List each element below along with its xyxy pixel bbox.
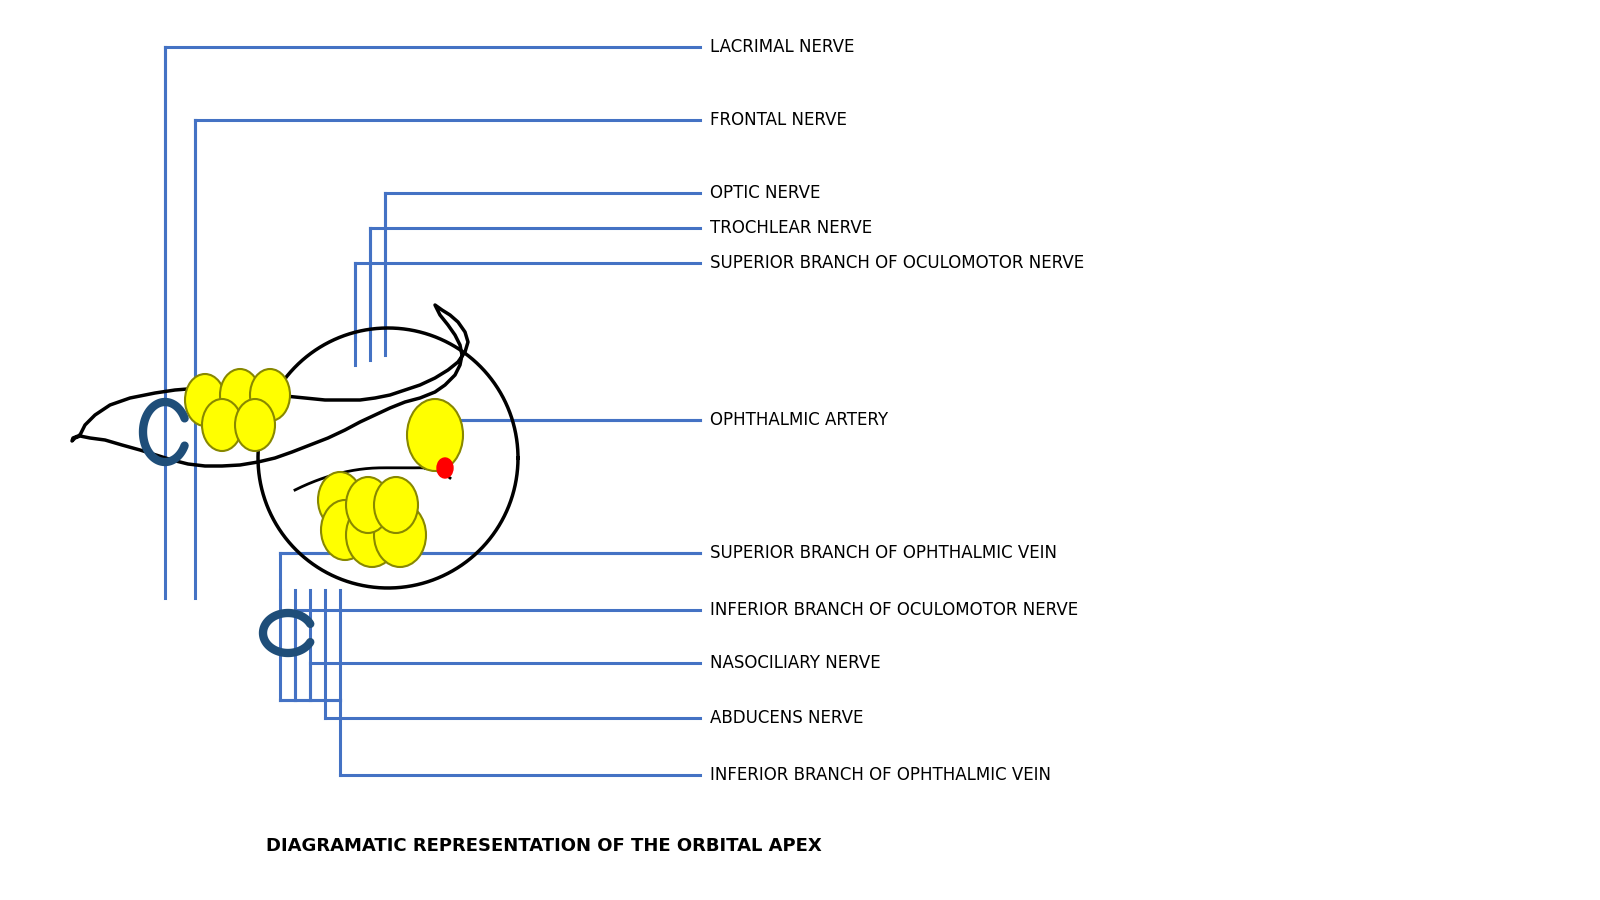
Text: NASOCILIARY NERVE: NASOCILIARY NERVE [710, 654, 880, 672]
Text: DIAGRAMATIC REPRESENTATION OF THE ORBITAL APEX: DIAGRAMATIC REPRESENTATION OF THE ORBITA… [266, 837, 822, 855]
Text: OPHTHALMIC ARTERY: OPHTHALMIC ARTERY [710, 411, 888, 429]
Ellipse shape [322, 500, 370, 560]
Text: SUPERIOR BRANCH OF OCULOMOTOR NERVE: SUPERIOR BRANCH OF OCULOMOTOR NERVE [710, 254, 1085, 272]
Ellipse shape [346, 477, 390, 533]
Ellipse shape [221, 369, 259, 421]
Ellipse shape [250, 369, 290, 421]
Ellipse shape [318, 472, 362, 528]
Text: SUPERIOR BRANCH OF OPHTHALMIC VEIN: SUPERIOR BRANCH OF OPHTHALMIC VEIN [710, 544, 1058, 562]
Ellipse shape [186, 374, 226, 426]
Text: FRONTAL NERVE: FRONTAL NERVE [710, 111, 846, 129]
Ellipse shape [374, 477, 418, 533]
Ellipse shape [346, 503, 398, 567]
Text: OPTIC NERVE: OPTIC NERVE [710, 184, 821, 202]
Text: TROCHLEAR NERVE: TROCHLEAR NERVE [710, 219, 872, 237]
Ellipse shape [437, 458, 453, 478]
Ellipse shape [374, 503, 426, 567]
Text: INFERIOR BRANCH OF OCULOMOTOR NERVE: INFERIOR BRANCH OF OCULOMOTOR NERVE [710, 601, 1078, 619]
Text: INFERIOR BRANCH OF OPHTHALMIC VEIN: INFERIOR BRANCH OF OPHTHALMIC VEIN [710, 766, 1051, 784]
Text: ABDUCENS NERVE: ABDUCENS NERVE [710, 709, 864, 727]
Ellipse shape [202, 399, 242, 451]
Ellipse shape [406, 399, 462, 471]
Ellipse shape [235, 399, 275, 451]
Text: LACRIMAL NERVE: LACRIMAL NERVE [710, 38, 854, 56]
